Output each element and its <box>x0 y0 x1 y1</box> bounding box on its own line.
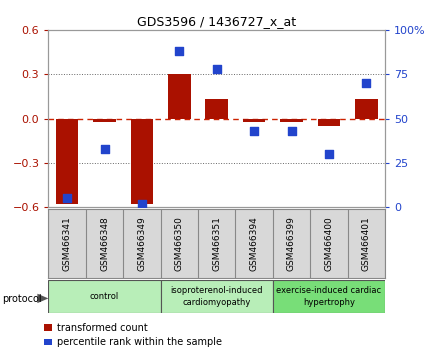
Point <box>101 146 108 152</box>
Text: isoproterenol-induced
cardiomyopathy: isoproterenol-induced cardiomyopathy <box>170 286 263 307</box>
Text: GSM466341: GSM466341 <box>62 216 72 271</box>
Text: GSM466401: GSM466401 <box>362 216 371 271</box>
Point <box>251 128 258 134</box>
Bar <box>280 119 303 121</box>
Text: GSM466350: GSM466350 <box>175 216 184 271</box>
Bar <box>168 74 191 119</box>
Point <box>363 80 370 86</box>
Bar <box>93 119 116 121</box>
Bar <box>273 280 385 313</box>
Bar <box>48 280 161 313</box>
Point <box>64 195 71 201</box>
Text: GSM466394: GSM466394 <box>249 216 259 271</box>
Point <box>176 48 183 54</box>
Point <box>139 201 146 206</box>
Text: GSM466351: GSM466351 <box>212 216 221 271</box>
Text: GSM466399: GSM466399 <box>287 216 296 271</box>
Point <box>213 66 220 72</box>
Bar <box>355 99 378 119</box>
Title: GDS3596 / 1436727_x_at: GDS3596 / 1436727_x_at <box>137 15 296 28</box>
Point <box>326 151 333 157</box>
Bar <box>243 119 265 121</box>
Bar <box>56 119 78 204</box>
Bar <box>318 119 340 126</box>
Polygon shape <box>37 294 48 303</box>
Bar <box>131 119 153 204</box>
Bar <box>205 99 228 119</box>
Text: protocol: protocol <box>2 294 42 304</box>
Text: control: control <box>90 292 119 301</box>
Text: GSM466349: GSM466349 <box>137 216 147 271</box>
Bar <box>161 280 273 313</box>
Legend: transformed count, percentile rank within the sample: transformed count, percentile rank withi… <box>44 322 222 347</box>
Point <box>288 128 295 134</box>
Text: GSM466400: GSM466400 <box>324 216 334 271</box>
Text: exercise-induced cardiac
hypertrophy: exercise-induced cardiac hypertrophy <box>276 286 381 307</box>
Text: GSM466348: GSM466348 <box>100 216 109 271</box>
